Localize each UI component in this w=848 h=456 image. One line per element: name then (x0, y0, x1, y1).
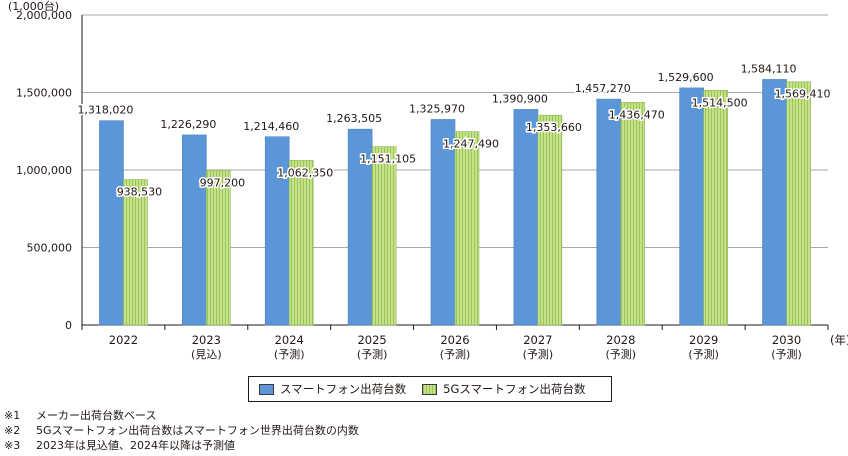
footnote-text: メーカー出荷台数ベース (36, 409, 157, 422)
x-tick-label-year: 2027 (523, 333, 552, 347)
y-axis-unit-label: (1,000台) (8, 0, 59, 13)
data-label-5g-smartphone: 1,436,470 (609, 108, 665, 121)
footnote-mark: ※1 (4, 409, 21, 422)
x-tick-label-sub: (予測) (605, 347, 636, 361)
data-label-5g-smartphone: 1,062,350 (277, 166, 333, 179)
x-tick-label-sub: (予測) (357, 347, 388, 361)
y-tick-label: 0 (65, 319, 72, 332)
x-tick-label-sub: (予測) (688, 347, 719, 361)
data-label-smartphone: 1,390,900 (492, 92, 548, 105)
bar-smartphone (99, 120, 124, 326)
bar-chart: (1,000台) 0 500,000 1,000,000 1,500,000 2,000,… (8, 0, 848, 361)
data-label-smartphone: 1,529,600 (658, 71, 714, 84)
bar-5g-smartphone (123, 179, 148, 326)
data-label-smartphone: 1,325,970 (409, 102, 465, 115)
x-tick-label-sub: (予測) (771, 347, 802, 361)
legend-item-5g-smartphone: 5Gスマートフォン出荷台数 (406, 381, 586, 397)
bar-smartphone (596, 98, 622, 326)
bar-smartphone (182, 134, 207, 326)
data-label-5g-smartphone: 1,514,500 (692, 96, 748, 109)
footnote-text: 5Gスマートフォン出荷台数はスマートフォン世界出荷台数の内数 (36, 424, 359, 437)
bar-smartphone (679, 87, 704, 326)
data-label-smartphone: 1,318,020 (77, 104, 133, 117)
data-label-5g-smartphone: 997,200 (200, 176, 246, 189)
y-tick-label: 500,000 (27, 242, 73, 255)
legend-swatch-smartphone (259, 383, 274, 395)
data-label-smartphone: 1,226,290 (160, 118, 216, 131)
x-tick-label-year: 2025 (357, 333, 386, 347)
bar-5g-smartphone (206, 170, 231, 326)
x-tick-label-sub: (予測) (523, 347, 554, 361)
bar-5g-smartphone (703, 89, 728, 326)
x-tick-label-year: 2022 (109, 333, 138, 347)
data-label-5g-smartphone: 1,353,660 (526, 121, 582, 134)
legend-swatch-5g-smartphone (422, 383, 438, 395)
x-tick-label-year: 2029 (689, 333, 718, 347)
data-label-smartphone: 1,584,110 (741, 62, 797, 75)
bar-5g-smartphone (620, 102, 646, 326)
footnotes: ※1 メーカー出荷台数ベース ※2 5Gスマートフォン出荷台数はスマートフォン世界出… (4, 408, 359, 453)
x-tick-label-sub: (予測) (274, 347, 305, 361)
x-tick-label-year: 2030 (772, 333, 801, 347)
bar-smartphone (430, 119, 456, 326)
data-label-5g-smartphone: 1,247,490 (443, 138, 499, 151)
x-tick-label-year: 2028 (606, 333, 635, 347)
bar-smartphone (347, 128, 373, 326)
y-tick-label: 1,500,000 (16, 87, 72, 100)
data-label-5g-smartphone: 1,151,105 (360, 153, 416, 166)
legend-label-5g-smartphone: 5Gスマートフォン出荷台数 (443, 382, 586, 396)
chart-legend: スマートフォン出荷台数 5Gスマートフォン出荷台数 (248, 376, 612, 402)
legend-item-smartphone: スマートフォン出荷台数 (249, 381, 406, 397)
x-tick-label-year: 2026 (440, 333, 469, 347)
bar-5g-smartphone (537, 114, 563, 326)
footnote-text: 2023年は見込値、2024年以降は予測値 (36, 439, 235, 452)
footnote-3: ※3 2023年は見込値、2024年以降は予測値 (4, 438, 359, 453)
data-label-5g-smartphone: 938,530 (117, 186, 163, 199)
data-label-smartphone: 1,263,505 (326, 112, 382, 125)
data-label-smartphone: 1,457,270 (575, 82, 631, 95)
x-tick-label-sub: (見込) (191, 348, 222, 361)
data-label-smartphone: 1,214,460 (243, 120, 299, 133)
y-tick-label: 2,000,000 (16, 9, 72, 22)
footnote-1: ※1 メーカー出荷台数ベース (4, 408, 359, 423)
legend-label-smartphone: スマートフォン出荷台数 (280, 382, 407, 396)
bar-smartphone (264, 136, 290, 326)
y-tick-label: 1,000,000 (16, 164, 72, 177)
footnote-mark: ※3 (4, 439, 21, 452)
bar-5g-smartphone (288, 160, 314, 326)
bar-5g-smartphone (454, 131, 480, 326)
bar-5g-smartphone (786, 81, 811, 326)
bar-smartphone (513, 109, 539, 326)
x-tick-label-year: 2023 (192, 333, 221, 347)
bar-smartphone (762, 79, 787, 326)
footnote-mark: ※2 (4, 424, 21, 437)
x-tick-label-sub: (予測) (440, 347, 471, 361)
data-label-5g-smartphone: 1,569,410 (775, 88, 831, 101)
x-tick-label-year: 2024 (275, 333, 304, 347)
bar-5g-smartphone (371, 146, 397, 326)
footnote-2: ※2 5Gスマートフォン出荷台数はスマートフォン世界出荷台数の内数 (4, 423, 359, 438)
x-axis-year-suffix: (年) (830, 333, 848, 347)
